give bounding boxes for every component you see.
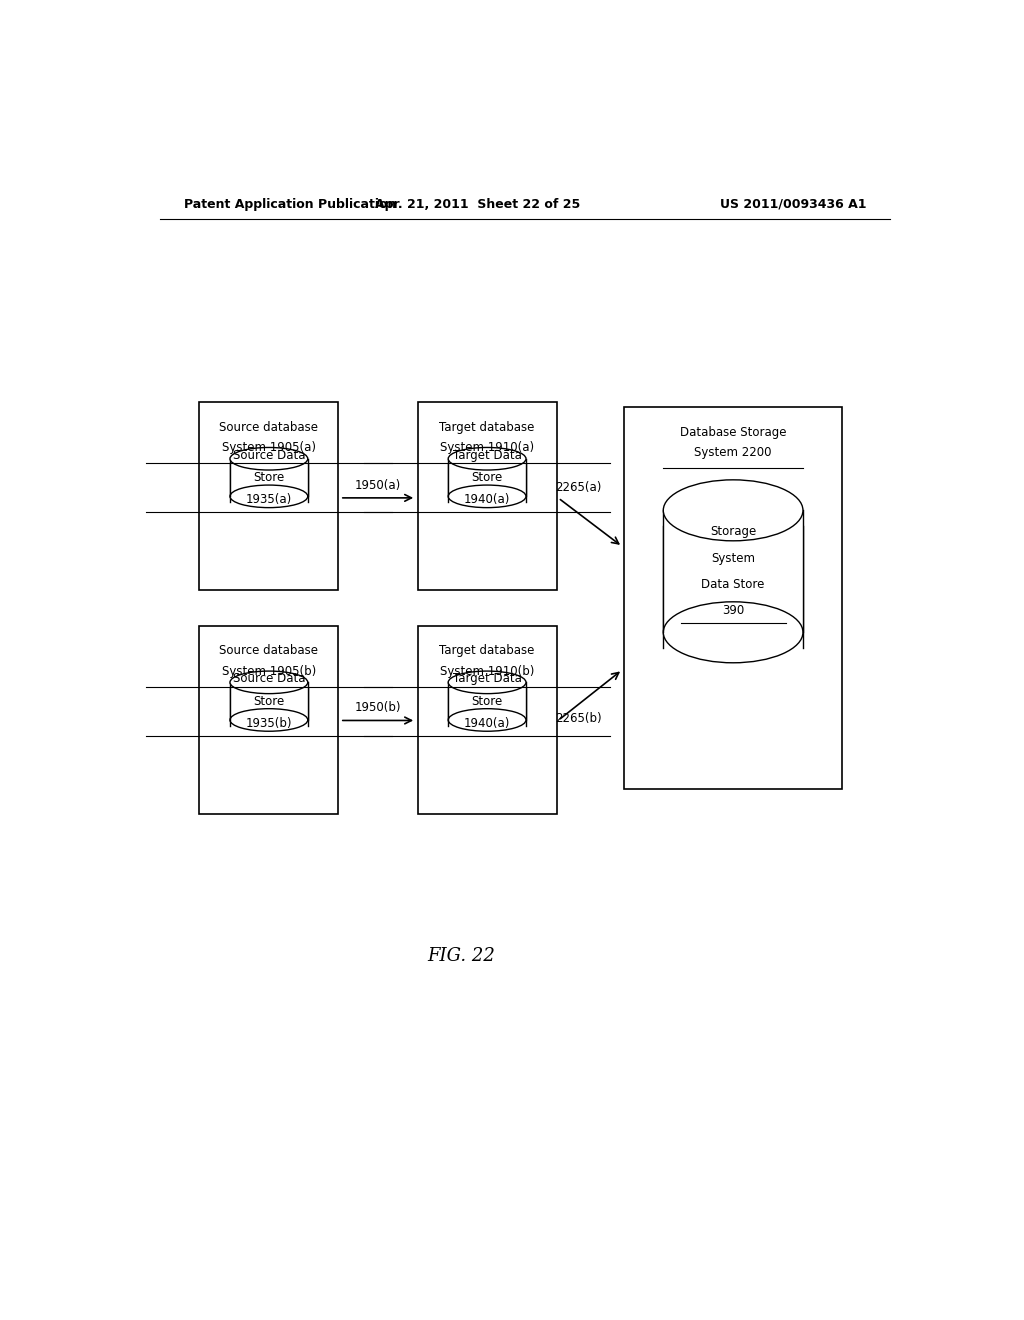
- Text: Store: Store: [471, 694, 503, 708]
- Ellipse shape: [230, 671, 308, 693]
- Text: FIG. 22: FIG. 22: [427, 948, 496, 965]
- Ellipse shape: [449, 447, 526, 470]
- Text: 1935(b): 1935(b): [246, 717, 292, 730]
- Bar: [230, 682, 308, 719]
- Ellipse shape: [449, 671, 526, 693]
- Text: Storage: Storage: [710, 525, 757, 539]
- Text: System 2200: System 2200: [694, 446, 772, 459]
- Text: Database Storage: Database Storage: [680, 426, 786, 438]
- Text: Target database: Target database: [439, 644, 535, 657]
- Ellipse shape: [664, 602, 803, 663]
- Text: System 1905(b): System 1905(b): [222, 664, 316, 677]
- Ellipse shape: [230, 484, 308, 508]
- Text: Data Store: Data Store: [701, 578, 765, 591]
- Ellipse shape: [664, 480, 803, 541]
- Text: Store: Store: [471, 471, 503, 484]
- Text: 1940(a): 1940(a): [464, 494, 510, 507]
- Bar: [230, 459, 308, 496]
- Text: 2265(a): 2265(a): [556, 480, 602, 494]
- Bar: [449, 459, 526, 496]
- Bar: [200, 403, 338, 590]
- Text: Target Data: Target Data: [453, 672, 521, 685]
- Bar: [624, 408, 842, 788]
- Text: 1935(a): 1935(a): [246, 494, 292, 507]
- Text: Source Data: Source Data: [232, 672, 305, 685]
- Ellipse shape: [449, 709, 526, 731]
- Text: Target Data: Target Data: [453, 449, 521, 462]
- Ellipse shape: [230, 447, 308, 470]
- Text: System: System: [711, 552, 755, 565]
- Bar: [449, 682, 526, 719]
- Text: System 1905(a): System 1905(a): [222, 441, 315, 454]
- Bar: [418, 626, 557, 814]
- Text: Patent Application Publication: Patent Application Publication: [183, 198, 396, 211]
- Text: Source database: Source database: [219, 421, 318, 434]
- Text: Source Data: Source Data: [232, 449, 305, 462]
- Text: System 1910(b): System 1910(b): [440, 664, 535, 677]
- Text: 1950(a): 1950(a): [355, 479, 401, 492]
- Text: 1950(b): 1950(b): [354, 701, 401, 714]
- Bar: [200, 626, 338, 814]
- Text: Source database: Source database: [219, 644, 318, 657]
- Text: 2265(b): 2265(b): [555, 711, 602, 725]
- Text: Apr. 21, 2011  Sheet 22 of 25: Apr. 21, 2011 Sheet 22 of 25: [375, 198, 580, 211]
- Text: System 1910(a): System 1910(a): [440, 441, 535, 454]
- Text: US 2011/0093436 A1: US 2011/0093436 A1: [720, 198, 866, 211]
- Bar: [664, 511, 803, 632]
- Text: Store: Store: [253, 694, 285, 708]
- Bar: [418, 403, 557, 590]
- Text: 1940(a): 1940(a): [464, 717, 510, 730]
- Ellipse shape: [449, 484, 526, 508]
- Text: Target database: Target database: [439, 421, 535, 434]
- Text: Store: Store: [253, 471, 285, 484]
- Text: 390: 390: [722, 605, 744, 618]
- Ellipse shape: [230, 709, 308, 731]
